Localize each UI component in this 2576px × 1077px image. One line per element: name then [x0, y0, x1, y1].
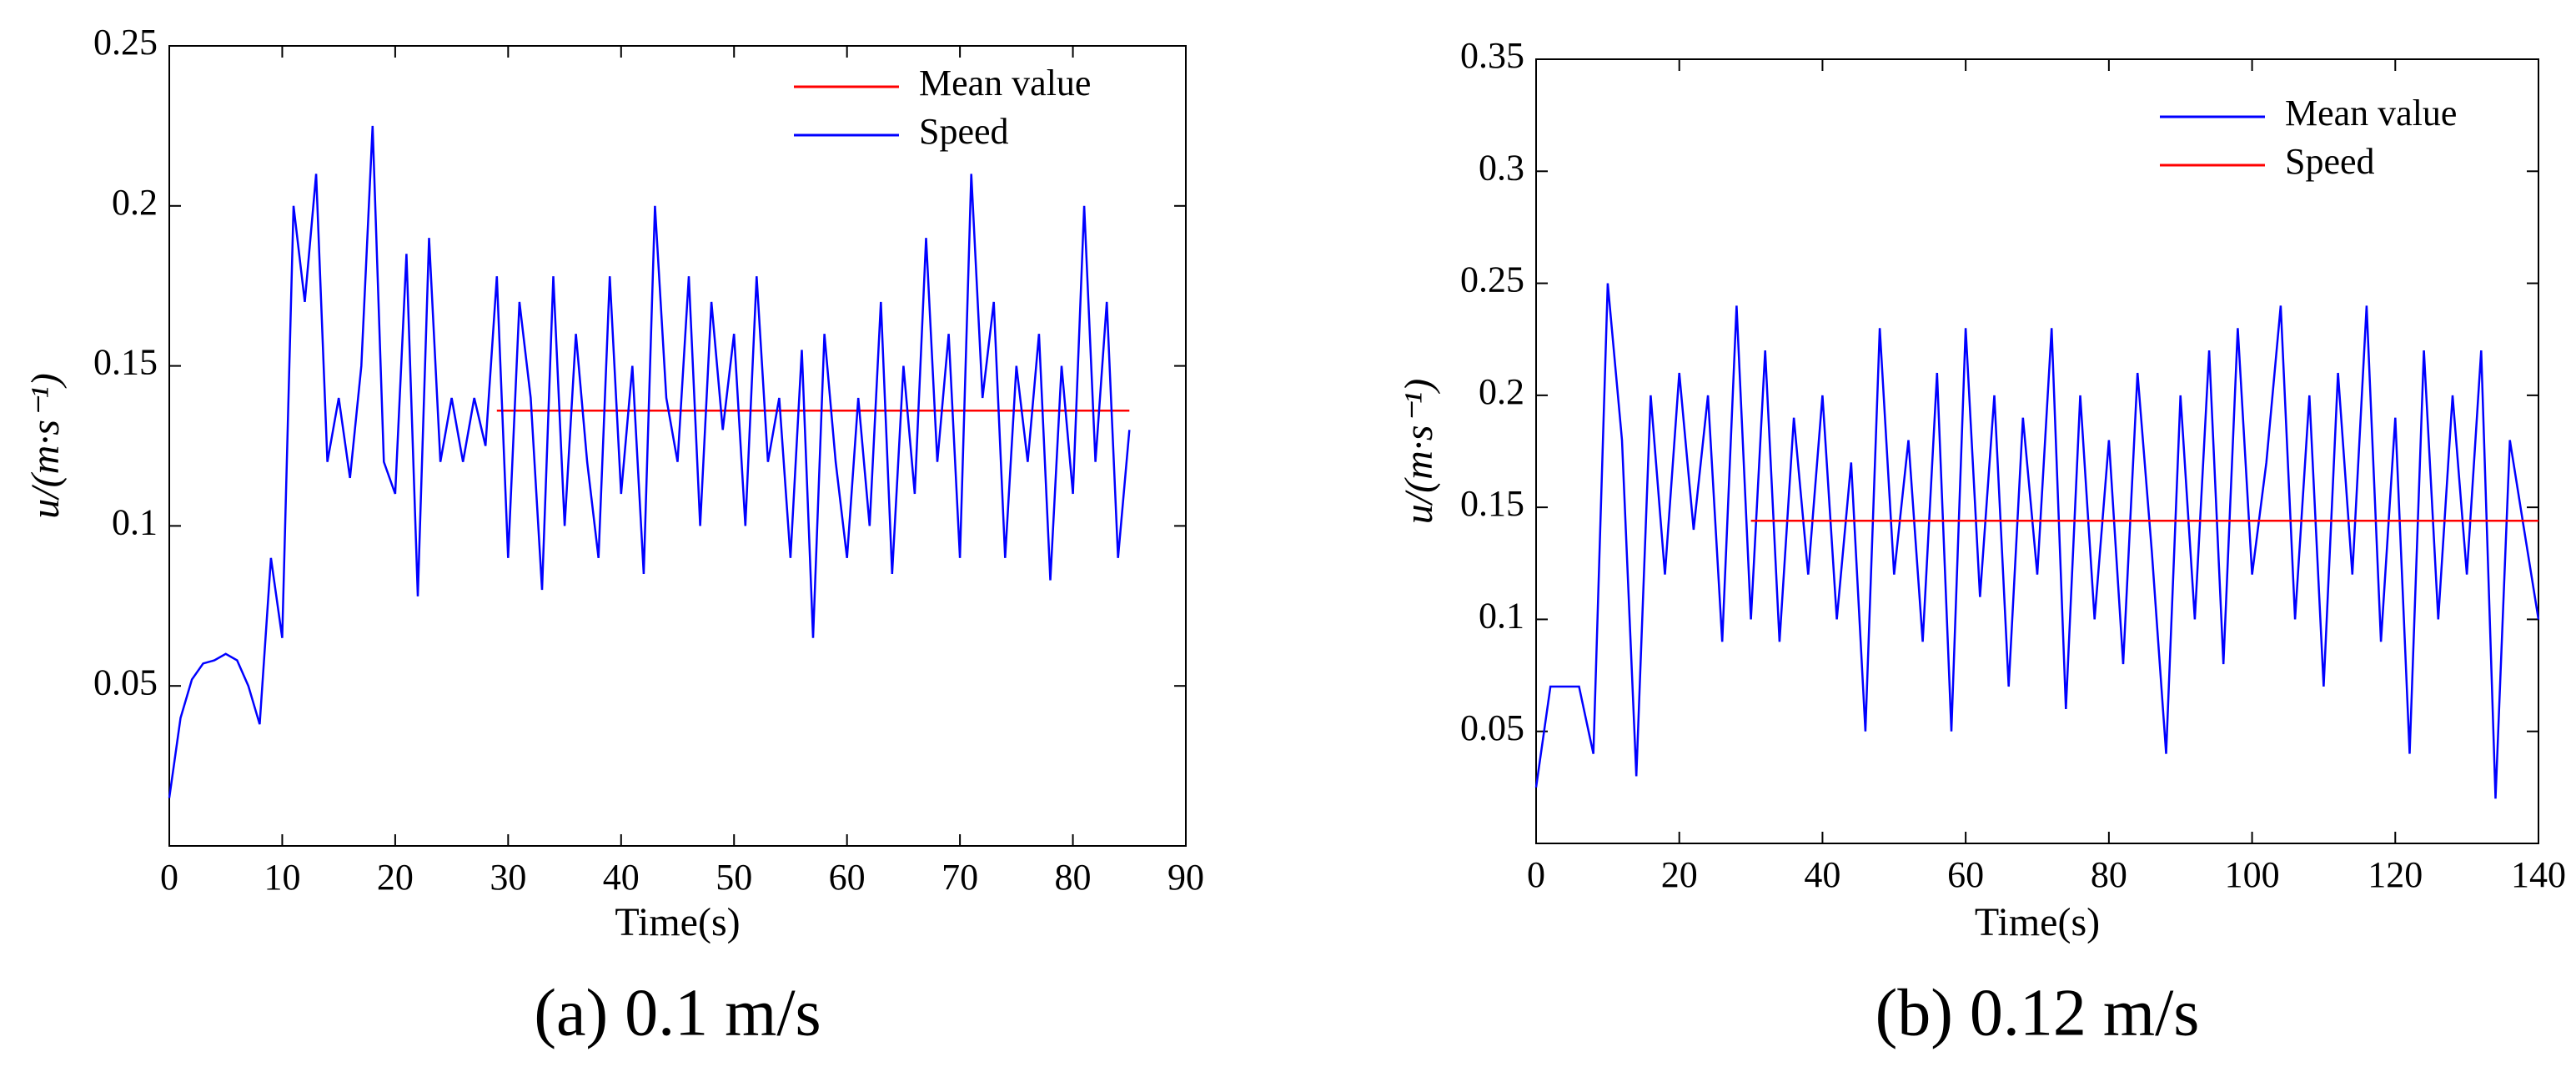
- x-tick-label: 140: [2511, 854, 2566, 895]
- legend-label: Speed: [2285, 141, 2375, 182]
- legend-label: Mean value: [2285, 93, 2457, 133]
- x-tick-label: 60: [1947, 854, 1984, 895]
- y-tick-label: 0.35: [1460, 35, 1524, 76]
- x-tick-label: 80: [2091, 854, 2127, 895]
- x-tick-label: 20: [377, 857, 414, 898]
- y-tick-label: 0.2: [112, 182, 158, 223]
- legend-label: Speed: [919, 111, 1009, 152]
- y-tick-label: 0.1: [112, 501, 158, 542]
- x-tick-label: 40: [603, 857, 640, 898]
- y-tick-label: 0.25: [1460, 259, 1524, 300]
- x-tick-label: 10: [264, 857, 300, 898]
- x-tick-label: 0: [160, 857, 178, 898]
- y-tick-label: 0.25: [93, 22, 158, 63]
- y-tick-label: 0.1: [1479, 596, 1524, 637]
- x-tick-label: 60: [829, 857, 866, 898]
- x-tick-label: 120: [2368, 854, 2423, 895]
- y-tick-label: 0.05: [93, 662, 158, 702]
- y-axis-label: u/(m·s⁻¹): [23, 373, 68, 518]
- x-tick-label: 90: [1167, 857, 1204, 898]
- x-tick-label: 80: [1055, 857, 1092, 898]
- caption: (b) 0.12 m/s: [1876, 976, 2200, 1049]
- x-axis-label: Time(s): [1975, 900, 2100, 944]
- x-tick-label: 20: [1661, 854, 1698, 895]
- data-line: [1534, 283, 2540, 799]
- y-tick-label: 0.15: [93, 342, 158, 383]
- plot-frame: [168, 45, 1187, 847]
- x-tick-label: 30: [490, 857, 526, 898]
- plot-frame: [1535, 58, 2539, 844]
- y-tick-label: 0.05: [1460, 707, 1524, 748]
- x-tick-label: 50: [716, 857, 752, 898]
- caption: (a) 0.1 m/s: [534, 976, 821, 1049]
- x-axis-label: Time(s): [615, 900, 740, 944]
- y-tick-label: 0.3: [1479, 147, 1524, 188]
- x-tick-label: 100: [2225, 854, 2280, 895]
- y-tick-label: 0.15: [1460, 483, 1524, 524]
- x-tick-label: 0: [1527, 854, 1545, 895]
- x-tick-label: 70: [942, 857, 978, 898]
- x-tick-label: 40: [1804, 854, 1840, 895]
- data-line: [168, 125, 1131, 798]
- y-axis-label: u/(m·s⁻¹): [1397, 379, 1441, 524]
- legend-label: Mean value: [919, 63, 1091, 103]
- y-tick-label: 0.2: [1479, 371, 1524, 412]
